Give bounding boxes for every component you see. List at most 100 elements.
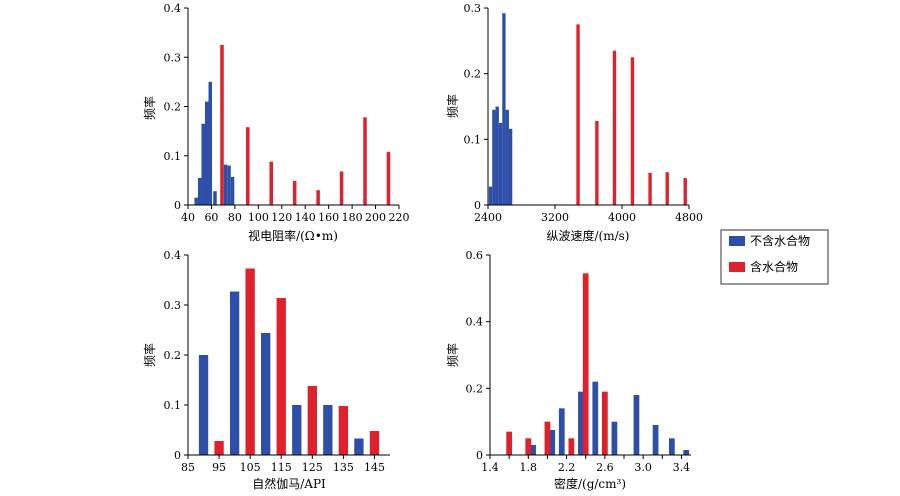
y-axis-label: 频率: [142, 343, 157, 367]
y-tick-label: 0.1: [164, 150, 182, 163]
x-tick-label: 140: [295, 211, 316, 224]
bar-hydrate-0: [506, 431, 513, 455]
bar-non-hydrate-6: [633, 395, 640, 455]
x-tick-label: 85: [181, 461, 195, 474]
x-tick-label: 3.0: [634, 461, 652, 474]
bar-non-hydrate-5: [354, 438, 364, 455]
bar-hydrate-3: [568, 438, 575, 455]
bar-hydrate-1: [595, 120, 599, 205]
bar-non-hydrate-3: [292, 405, 302, 455]
y-tick-label: 0.4: [164, 249, 182, 262]
bar-hydrate-0: [220, 44, 224, 205]
bar-hydrate-6: [683, 178, 687, 205]
chart-p-wave-velocity: 2400 3200 4000 4800 0 0.1 0.2 0.3 纵波速度/(m/s) 频率: [445, 2, 703, 243]
y-tick-label: 0.3: [464, 2, 482, 15]
bar-non-hydrate-8: [230, 176, 235, 205]
y-tick-label: 0: [474, 199, 481, 212]
x-tick-label: 4800: [675, 211, 703, 224]
x-tick-label: 80: [228, 211, 242, 224]
x-tick-label: 135: [333, 461, 354, 474]
x-tick-label: 2400: [474, 211, 502, 224]
bar-non-hydrate-6: [508, 128, 513, 205]
bar-non-hydrate-7: [652, 425, 659, 455]
bar-hydrate-1: [525, 438, 532, 455]
bar-non-hydrate-2: [558, 408, 565, 455]
x-tick-label: 40: [181, 211, 195, 224]
x-tick-label: 125: [302, 461, 323, 474]
bar-non-hydrate-0: [530, 445, 536, 455]
legend: 不含水合物 含水合物: [720, 229, 829, 285]
x-tick-label: 1.8: [520, 461, 538, 474]
bar-non-hydrate-2: [201, 123, 205, 205]
bar-non-hydrate-1: [549, 430, 556, 455]
x-tick-label: 100: [248, 211, 269, 224]
x-tick-label: 180: [342, 211, 363, 224]
bar-non-hydrate-0: [488, 186, 493, 205]
legend-label-hydrate: 含水合物: [750, 259, 798, 274]
y-axis-label: 频率: [142, 96, 157, 120]
x-tick-label: 145: [364, 461, 385, 474]
bar-non-hydrate-3: [205, 101, 209, 205]
y-tick-label: 0: [174, 199, 181, 212]
bar-hydrate-2: [269, 161, 273, 205]
x-tick-label: 60: [204, 211, 218, 224]
x-tick-label: 200: [365, 211, 386, 224]
chart-resistivity: 40 60 80 100 120 140 160 180 200 220 0 0.1 0.2 0.3 0.4…: [142, 2, 410, 243]
bar-non-hydrate-6: [223, 164, 228, 205]
bar-hydrate-4: [582, 273, 589, 455]
y-tick-label: 0.2: [164, 101, 182, 114]
x-tick-label: 115: [271, 461, 292, 474]
chart-natural-gamma: 85 95 105 115 125 135 145 0 0.1 0.2 0.3 0.4 自然伽马/AP…: [142, 249, 390, 491]
x-tick-label: 4000: [608, 211, 636, 224]
x-tick-label: 3.4: [673, 461, 691, 474]
bar-non-hydrate-3: [578, 391, 584, 455]
bar-non-hydrate-3: [498, 122, 503, 205]
x-tick-label: 1.4: [481, 461, 499, 474]
legend-swatch-hydrate: [729, 262, 745, 272]
y-tick-label: 0.3: [164, 299, 182, 312]
y-tick-label: 0.2: [464, 68, 482, 81]
x-tick-label: 160: [318, 211, 339, 224]
y-tick-label: 0.2: [164, 349, 182, 362]
bar-hydrate-2: [612, 50, 617, 206]
bar-hydrate-4: [316, 190, 320, 205]
bar-non-hydrate-4: [592, 381, 599, 455]
bar-non-hydrate-4: [502, 13, 506, 205]
y-axis-label: 频率: [445, 94, 460, 118]
bar-hydrate-0: [214, 441, 224, 455]
x-tick-label: 105: [240, 461, 261, 474]
y-tick-label: 0.6: [466, 249, 484, 262]
bar-hydrate-4: [338, 406, 349, 455]
x-tick-label: 95: [212, 461, 226, 474]
y-tick-label: 0.3: [164, 51, 182, 64]
x-tick-label: 220: [389, 211, 410, 224]
y-tick-label: 0.1: [464, 133, 482, 146]
bar-hydrate-4: [648, 172, 652, 205]
bar-non-hydrate-5: [611, 421, 618, 455]
bar-non-hydrate-0: [194, 197, 198, 205]
bar-non-hydrate-8: [668, 438, 675, 455]
y-tick-label: 0.4: [164, 2, 182, 15]
y-tick-label: 0.4: [466, 316, 484, 329]
x-tick-label: 3200: [541, 211, 569, 224]
x-tick-label: 2.6: [596, 461, 614, 474]
y-axis-label: 频率: [445, 343, 460, 367]
y-tick-label: 0: [174, 449, 181, 462]
bar-hydrate-2: [544, 421, 551, 455]
bar-hydrate-2: [276, 298, 286, 455]
bar-non-hydrate-7: [227, 165, 231, 205]
bar-non-hydrate-0: [198, 355, 209, 455]
bar-non-hydrate-4: [208, 81, 213, 206]
bar-non-hydrate-4: [323, 405, 333, 455]
bar-non-hydrate-1: [492, 109, 496, 205]
bar-hydrate-3: [307, 386, 317, 455]
x-tick-label: 2.2: [558, 461, 576, 474]
legend-swatch-non-hydrate: [729, 236, 745, 246]
bar-hydrate-0: [576, 24, 580, 206]
y-tick-label: 0.1: [164, 399, 182, 412]
x-tick-label: 120: [271, 211, 292, 224]
x-axis-label: 纵波速度/(m/s): [547, 228, 630, 243]
bar-hydrate-1: [245, 268, 255, 455]
y-tick-label: 0.2: [466, 382, 484, 395]
bar-hydrate-5: [665, 172, 669, 205]
